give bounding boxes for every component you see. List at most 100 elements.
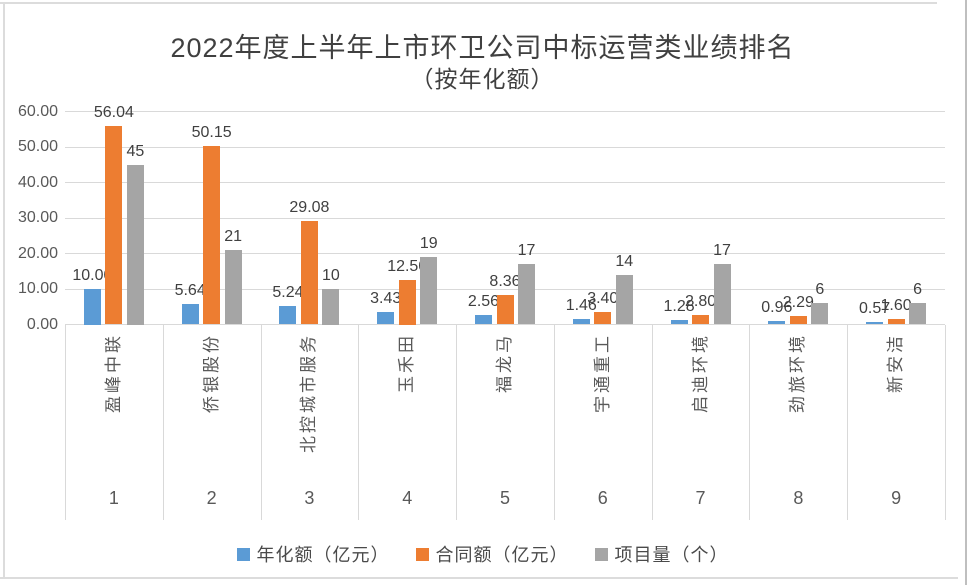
category-separator <box>945 324 946 520</box>
bar-label-contract-amount: 56.04 <box>93 103 134 121</box>
bar-label-annualized-amount: 10.00 <box>72 267 113 284</box>
bar-label-contract-amount: 29.08 <box>289 199 330 217</box>
category-rank-label: 2 <box>206 488 217 508</box>
category-rank-label: 4 <box>402 488 413 508</box>
gridline <box>65 146 945 148</box>
category-rank-label: 1 <box>108 488 119 508</box>
legend-item-annualized-amount: 年化额（亿元） <box>236 541 390 567</box>
bar-label-project-count: 6 <box>913 281 923 299</box>
category-label: 劲旅环境 <box>788 332 808 413</box>
bar-label-project-count: 17 <box>517 242 536 260</box>
bar-label-project-count: 21 <box>224 227 243 245</box>
gridline <box>65 288 945 290</box>
y-axis-tick-label: 0.00 <box>26 315 58 333</box>
category-rank-label: 5 <box>499 488 510 508</box>
chart-border-left <box>3 2 5 579</box>
category-label: 盈峰中联 <box>103 332 123 413</box>
chart-border-bottom <box>0 577 958 579</box>
bar-annualized-amount <box>83 289 101 325</box>
category-rank-label: 8 <box>793 488 804 508</box>
bar-label-project-count: 6 <box>815 281 825 299</box>
category-rank-label: 9 <box>891 488 902 508</box>
category-rank-label: 6 <box>597 488 608 508</box>
bar-label-project-count: 45 <box>126 142 145 160</box>
gridline <box>65 111 945 112</box>
legend-label-annualized-amount: 年化额（亿元） <box>256 545 390 565</box>
bar-annualized-amount <box>279 305 297 325</box>
bar-label-annualized-amount: 5.64 <box>174 282 206 300</box>
bar-annualized-amount <box>768 321 786 325</box>
category-label: 侨银股份 <box>201 332 221 413</box>
y-axis-tick-label: 30.00 <box>17 209 58 226</box>
bar-annualized-amount <box>475 315 492 325</box>
bar-contract-amount <box>496 294 514 325</box>
category-separator <box>358 324 360 520</box>
bar-contract-amount <box>398 280 416 325</box>
bar-annualized-amount <box>377 312 395 325</box>
legend-label-project-count: 项目量（个） <box>614 545 729 565</box>
bar-label-annualized-amount: 1.46 <box>565 297 597 315</box>
category-rank-label: 7 <box>695 488 706 508</box>
category-separator <box>749 324 751 520</box>
bar-label-project-count: 10 <box>322 267 340 284</box>
bar-label-project-count: 19 <box>419 235 438 253</box>
category-rank-label: 3 <box>304 488 315 508</box>
category-separator <box>456 324 458 520</box>
bar-contract-amount <box>594 312 612 325</box>
bar-label-contract-amount: 2.29 <box>782 294 814 312</box>
legend-item-contract-amount: 合同额（亿元） <box>415 541 569 567</box>
legend-item-project-count: 项目量（个） <box>594 541 729 567</box>
bar-label-contract-amount: 12.50 <box>387 258 428 276</box>
gridline <box>65 324 945 325</box>
bar-label-project-count: 17 <box>713 242 731 260</box>
category-label: 玉禾田 <box>397 332 417 393</box>
bar-label-contract-amount: 2.80 <box>684 292 717 310</box>
gridline <box>65 253 945 254</box>
category-label: 启迪环境 <box>690 332 710 413</box>
bar-annualized-amount <box>866 322 884 325</box>
chart-border-right <box>965 0 967 585</box>
gridline <box>65 182 945 183</box>
bar-label-annualized-amount: 0.96 <box>761 299 793 317</box>
chart-border-top <box>0 2 937 4</box>
bar-label-project-count: 14 <box>615 252 634 270</box>
bar-project-count <box>713 264 731 325</box>
bar-annualized-amount <box>670 319 688 325</box>
bar-contract-amount <box>887 318 905 325</box>
bar-annualized-amount <box>181 304 199 325</box>
bar-label-annualized-amount: 2.56 <box>467 293 500 311</box>
bar-label-annualized-amount: 1.28 <box>663 297 695 315</box>
bar-label-contract-amount: 8.36 <box>489 272 521 290</box>
y-axis-tick-label: 50.00 <box>17 138 58 155</box>
bar-project-count <box>909 303 927 325</box>
bar-project-count <box>811 303 829 325</box>
legend-label-contract-amount: 合同额（亿元） <box>435 545 569 565</box>
category-separator <box>651 324 653 520</box>
category-label: 福龙马 <box>495 332 514 393</box>
category-label: 新安洁 <box>886 332 906 393</box>
bar-contract-amount <box>789 316 807 325</box>
bar-label-contract-amount: 50.15 <box>191 124 232 142</box>
bar-label-annualized-amount: 5.24 <box>272 283 304 301</box>
bar-label-contract-amount: 3.40 <box>587 290 619 308</box>
bar-project-count <box>322 289 340 325</box>
bar-contract-amount <box>300 221 318 325</box>
bar-project-count <box>518 264 535 325</box>
category-label: 北控城市服务 <box>299 332 319 453</box>
legend: 年化额（亿元） 合同额（亿元） 项目量（个） <box>0 541 965 567</box>
bar-contract-amount <box>203 146 221 325</box>
legend-swatch-project-count <box>594 547 608 561</box>
bar-label-annualized-amount: 0.57 <box>859 300 891 318</box>
category-separator <box>65 324 66 520</box>
bar-contract-amount <box>105 125 123 325</box>
category-separator <box>162 324 164 520</box>
bar-annualized-amount <box>572 319 590 325</box>
bar-label-contract-amount: 1.60 <box>880 296 912 314</box>
legend-swatch-contract-amount <box>415 547 429 561</box>
bar-contract-amount <box>692 314 710 325</box>
bar-project-count <box>224 249 242 325</box>
bar-project-count <box>420 257 438 325</box>
bar-project-count <box>615 274 633 325</box>
category-separator <box>553 324 555 520</box>
chart-title: 2022年度上半年上市环卫公司中标运营类业绩排名 <box>170 33 795 63</box>
